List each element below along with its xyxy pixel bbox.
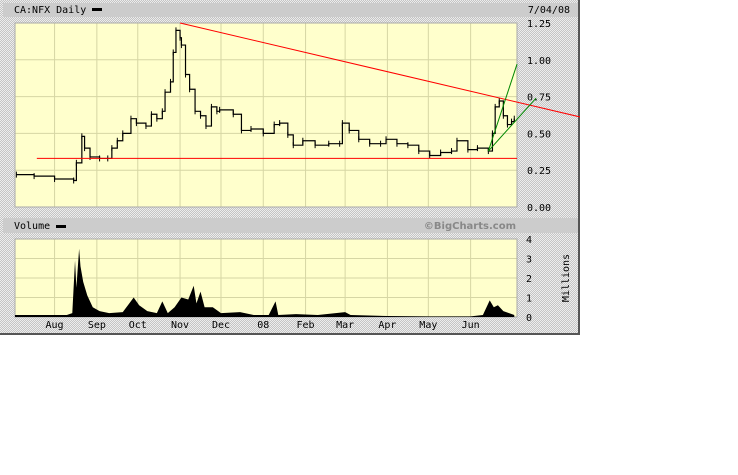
price-tick-label: 0.00 bbox=[527, 203, 551, 214]
x-tick-label: Aug bbox=[46, 320, 64, 331]
volume-tick-label: 0 bbox=[526, 313, 532, 324]
x-tick-label: Nov bbox=[171, 320, 189, 331]
price-tick-label: 1.00 bbox=[527, 56, 551, 67]
chart-title: CA:NFX Daily bbox=[14, 5, 86, 16]
chart-date: 7/04/08 bbox=[528, 5, 570, 16]
resistance-line bbox=[179, 22, 580, 118]
trend-line bbox=[487, 97, 537, 152]
volume-unit-label: Millions bbox=[561, 254, 572, 302]
x-tick-label: Oct bbox=[129, 320, 147, 331]
x-tick-label: Mar bbox=[336, 320, 354, 331]
price-tick-label: 0.75 bbox=[527, 93, 551, 104]
price-legend-swatch bbox=[92, 8, 102, 11]
volume-y-ticks: 0 1 2 3 4 bbox=[526, 235, 532, 324]
volume-title: Volume bbox=[14, 221, 50, 232]
x-tick-label: Sep bbox=[88, 320, 106, 331]
x-tick-label: Feb bbox=[297, 320, 315, 331]
volume-tick-label: 1 bbox=[526, 294, 532, 305]
chart-image: CA:NFX Daily 7/04/08 0.00 0.25 0.50 0.75 1.0… bbox=[0, 0, 580, 335]
price-y-ticks: 0.00 0.25 0.50 0.75 1.00 1.25 bbox=[527, 19, 551, 214]
x-tick-label: 08 bbox=[257, 320, 269, 331]
volume-tick-label: 4 bbox=[526, 235, 532, 246]
x-tick-label: May bbox=[419, 320, 437, 331]
price-tick-label: 1.25 bbox=[527, 19, 551, 30]
price-plot-area bbox=[15, 23, 517, 207]
volume-tick-label: 3 bbox=[526, 255, 532, 266]
x-tick-label: Dec bbox=[212, 320, 230, 331]
price-plot-border bbox=[14, 22, 518, 208]
x-axis-month-labels: Aug Sep Oct Nov Dec 08 Feb Mar Apr May Jun bbox=[46, 320, 480, 331]
volume-legend-swatch bbox=[56, 225, 66, 228]
volume-grid bbox=[14, 238, 518, 318]
x-tick-label: Apr bbox=[378, 320, 396, 331]
volume-header-bar bbox=[3, 218, 578, 233]
bigcharts-brand: ©BigCharts.com bbox=[424, 221, 516, 232]
price-tick-label: 0.25 bbox=[527, 166, 551, 177]
trend-line bbox=[487, 64, 518, 152]
trendlines bbox=[36, 22, 580, 159]
price-volume-chart: CA:NFX Daily 7/04/08 0.00 0.25 0.50 0.75 1.0… bbox=[3, 3, 580, 331]
price-line bbox=[16, 29, 515, 182]
volume-tick-label: 2 bbox=[526, 274, 532, 285]
price-header-bar bbox=[3, 3, 578, 17]
x-tick-label: Jun bbox=[462, 320, 480, 331]
price-tick-label: 0.50 bbox=[527, 129, 551, 140]
price-series bbox=[15, 27, 515, 184]
